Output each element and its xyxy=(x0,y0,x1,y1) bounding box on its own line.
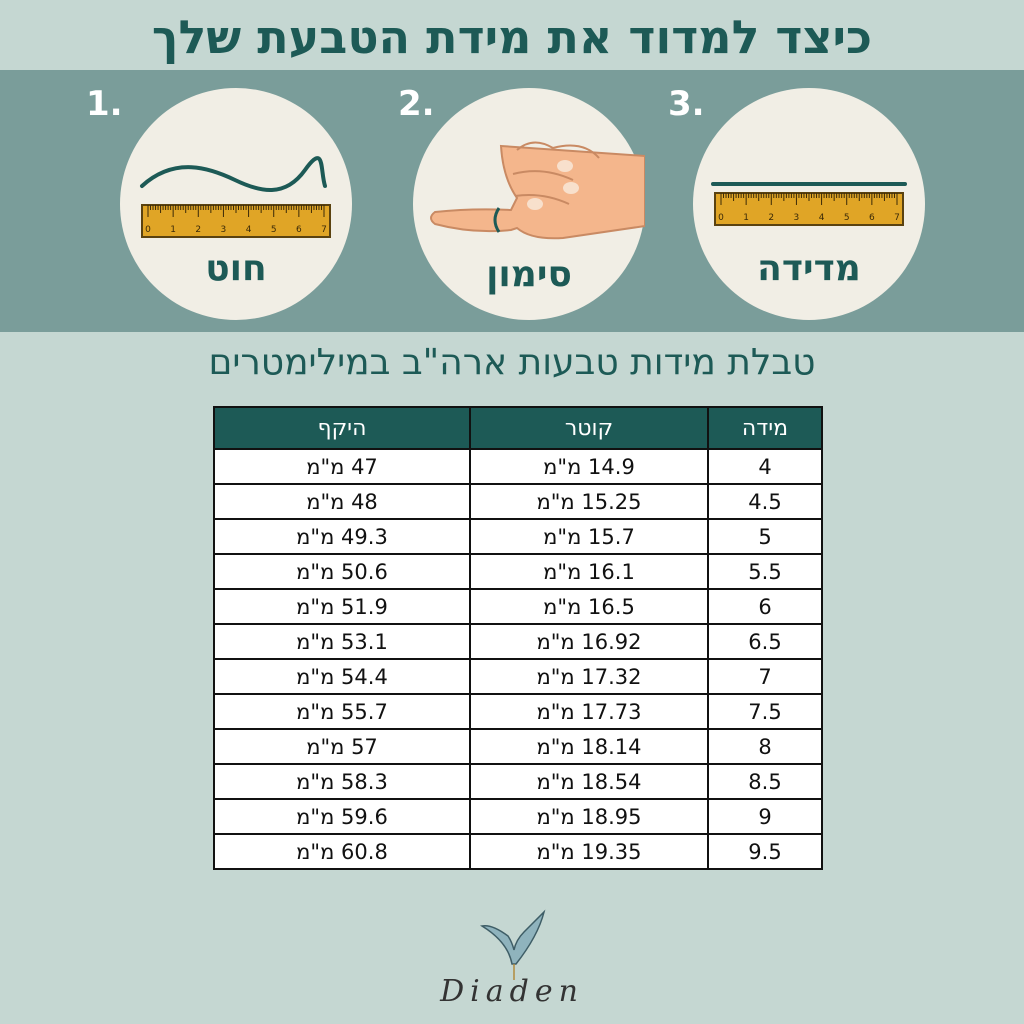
thread-icon xyxy=(140,156,327,192)
table-row: 5.5 16.1 מ"מ 50.6 מ"מ xyxy=(213,553,823,590)
cell-circumference: 54.4 מ"מ xyxy=(213,658,471,695)
cell-circumference: 55.7 מ"מ xyxy=(213,693,471,730)
ruler-tick-label: 1 xyxy=(743,213,749,223)
cell-size: 7 xyxy=(707,658,823,695)
step-1-number: 1. xyxy=(86,84,123,124)
cell-size: 4 xyxy=(707,448,823,485)
ruler-tick-label: 0 xyxy=(145,225,151,235)
table-row: 7.5 17.73 מ"מ 55.7 מ"מ xyxy=(213,693,823,730)
ruler-tick-label: 2 xyxy=(195,225,201,235)
step-3-label: מדידה xyxy=(757,248,861,289)
cell-circumference: 58.3 מ"מ xyxy=(213,763,471,800)
header-size: מידה xyxy=(707,406,823,450)
cell-circumference: 53.1 מ"מ xyxy=(213,623,471,660)
ruler-tick-label: 5 xyxy=(271,225,277,235)
cell-circumference: 48 מ"מ xyxy=(213,483,471,520)
table-header-row: מידה קוטר היקף xyxy=(213,406,823,450)
hand-icon xyxy=(430,141,645,240)
whale-tail-icon xyxy=(479,909,546,980)
cell-circumference: 59.6 מ"מ xyxy=(213,798,471,835)
cell-circumference: 57 מ"מ xyxy=(213,728,471,765)
ruler-tick-label: 4 xyxy=(246,225,252,235)
cell-diameter: 18.54 מ"מ xyxy=(469,763,709,800)
cell-size: 9 xyxy=(707,798,823,835)
brand-name: Diaden xyxy=(440,974,584,1009)
table-row: 6 16.5 מ"מ 51.9 מ"מ xyxy=(213,588,823,625)
ruler-tick-label: 0 xyxy=(718,213,724,223)
cell-diameter: 18.95 מ"מ xyxy=(469,798,709,835)
cell-size: 5 xyxy=(707,518,823,555)
cell-diameter: 19.35 מ"מ xyxy=(469,833,709,870)
table-row: 4 14.9 מ"מ 47 מ"מ xyxy=(213,448,823,485)
table-row: 4.5 15.25 מ"מ 48 מ"מ xyxy=(213,483,823,520)
cell-diameter: 16.92 מ"מ xyxy=(469,623,709,660)
cell-size: 8.5 xyxy=(707,763,823,800)
ruler-tick-label: 7 xyxy=(894,213,900,223)
cell-size: 5.5 xyxy=(707,553,823,590)
ruler-tick-label: 3 xyxy=(794,213,800,223)
cell-circumference: 60.8 מ"מ xyxy=(213,833,471,870)
table-title: טבלת מידות טבעות ארה"ב במילימטרים xyxy=(208,342,816,383)
cell-size: 8 xyxy=(707,728,823,765)
cell-diameter: 18.14 מ"מ xyxy=(469,728,709,765)
table-row: 9 18.95 מ"מ 59.6 מ"מ xyxy=(213,798,823,835)
cell-diameter: 16.1 מ"מ xyxy=(469,553,709,590)
step-2-number: 2. xyxy=(398,84,435,124)
header-circumference: היקף xyxy=(213,406,471,450)
cell-size: 6.5 xyxy=(707,623,823,660)
step-3-circle: 0 1 2 3 4 5 6 7 מדידה xyxy=(693,88,925,320)
measure-line-icon xyxy=(711,182,907,186)
cell-circumference: 47 מ"מ xyxy=(213,448,471,485)
step-3-number: 3. xyxy=(668,84,705,124)
ruler-tick-label: 1 xyxy=(170,225,176,235)
cell-circumference: 50.6 מ"מ xyxy=(213,553,471,590)
table-row: 7 17.32 מ"מ 54.4 מ"מ xyxy=(213,658,823,695)
table-row: 6.5 16.92 מ"מ 53.1 מ"מ xyxy=(213,623,823,660)
cell-diameter: 17.73 מ"מ xyxy=(469,693,709,730)
ruler-tick-label: 6 xyxy=(296,225,302,235)
ruler-tick-label: 6 xyxy=(869,213,875,223)
ruler-icon: 0 1 2 3 4 5 6 7 xyxy=(714,192,904,226)
cell-diameter: 17.32 מ"מ xyxy=(469,658,709,695)
table-row: 5 15.7 מ"מ 49.3 מ"מ xyxy=(213,518,823,555)
cell-diameter: 16.5 מ"מ xyxy=(469,588,709,625)
ruler-tick-label: 5 xyxy=(844,213,850,223)
ruler-tick-label: 4 xyxy=(819,213,825,223)
page-title: כיצד למדוד את מידת הטבעת שלך xyxy=(151,10,873,64)
cell-size: 4.5 xyxy=(707,483,823,520)
ruler-icon: 0 1 2 3 4 5 6 7 xyxy=(141,204,331,238)
brand-logo: Diaden xyxy=(412,902,612,1018)
ruler-tick-label: 7 xyxy=(321,225,327,235)
step-1-label: חוט xyxy=(205,248,267,289)
cell-circumference: 49.3 מ"מ xyxy=(213,518,471,555)
cell-diameter: 14.9 מ"מ xyxy=(469,448,709,485)
header-diameter: קוטר xyxy=(469,406,709,450)
cell-circumference: 51.9 מ"מ xyxy=(213,588,471,625)
cell-diameter: 15.25 מ"מ xyxy=(469,483,709,520)
table-row: 9.5 19.35 מ"מ 60.8 מ"מ xyxy=(213,833,823,870)
ruler-tick-label: 2 xyxy=(768,213,774,223)
step-2-label: סימון xyxy=(486,254,572,295)
cell-diameter: 15.7 מ"מ xyxy=(469,518,709,555)
table-row: 8 18.14 מ"מ 57 מ"מ xyxy=(213,728,823,765)
cell-size: 7.5 xyxy=(707,693,823,730)
step-1-circle: 0 1 2 3 4 5 6 7 חוט xyxy=(120,88,352,320)
cell-size: 9.5 xyxy=(707,833,823,870)
table-row: 8.5 18.54 מ"מ 58.3 מ"מ xyxy=(213,763,823,800)
ring-size-table: מידה קוטר היקף 4 14.9 מ"מ 47 מ"מ 4.5 15.25 מ… xyxy=(213,406,823,870)
ruler-tick-label: 3 xyxy=(221,225,227,235)
cell-size: 6 xyxy=(707,588,823,625)
step-2-circle: סימון xyxy=(413,88,645,320)
